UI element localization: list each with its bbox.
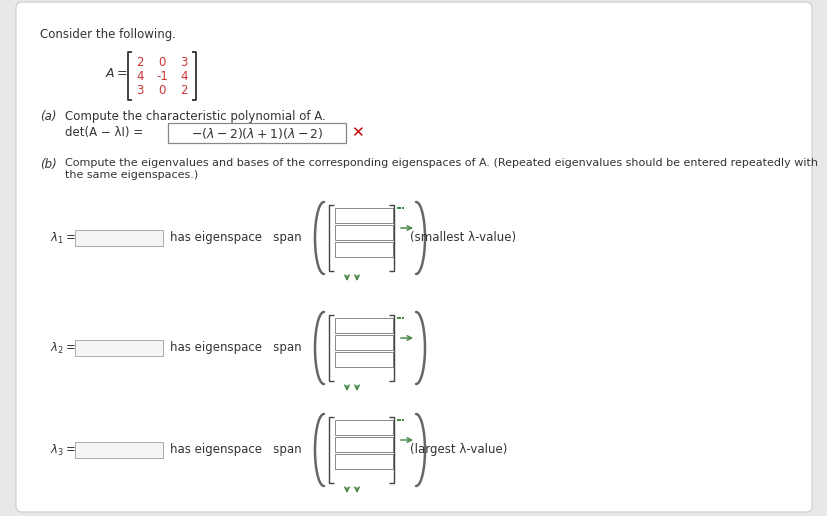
FancyBboxPatch shape xyxy=(168,123,346,143)
Text: $-(\lambda-2)(\lambda+1)(\lambda-2)$: $-(\lambda-2)(\lambda+1)(\lambda-2)$ xyxy=(190,125,323,140)
Text: $\lambda_3 =$: $\lambda_3 =$ xyxy=(50,442,76,458)
Text: has eigenspace   span: has eigenspace span xyxy=(170,342,301,354)
Text: 4: 4 xyxy=(136,70,144,83)
FancyBboxPatch shape xyxy=(335,225,393,240)
Text: 0: 0 xyxy=(158,56,165,69)
Text: $\lambda_1 =$: $\lambda_1 =$ xyxy=(50,231,76,246)
FancyBboxPatch shape xyxy=(335,335,393,350)
FancyBboxPatch shape xyxy=(16,2,811,512)
FancyBboxPatch shape xyxy=(335,242,393,257)
FancyBboxPatch shape xyxy=(75,340,163,356)
Text: 2: 2 xyxy=(180,84,188,96)
FancyBboxPatch shape xyxy=(335,420,393,435)
FancyBboxPatch shape xyxy=(75,230,163,246)
Text: 3: 3 xyxy=(136,84,144,96)
Text: -1: -1 xyxy=(155,70,168,83)
Text: $\lambda_2 =$: $\lambda_2 =$ xyxy=(50,341,76,356)
Text: (a): (a) xyxy=(40,110,56,123)
Text: Consider the following.: Consider the following. xyxy=(40,28,176,41)
Text: (smallest λ-value): (smallest λ-value) xyxy=(409,232,515,245)
Text: 0: 0 xyxy=(158,84,165,96)
Text: ✕: ✕ xyxy=(351,125,363,140)
FancyBboxPatch shape xyxy=(335,208,393,223)
FancyBboxPatch shape xyxy=(75,442,163,458)
FancyBboxPatch shape xyxy=(335,318,393,333)
Text: $A=$: $A=$ xyxy=(105,67,127,79)
Text: det(A − λI) =: det(A − λI) = xyxy=(65,125,143,138)
FancyBboxPatch shape xyxy=(335,437,393,452)
FancyBboxPatch shape xyxy=(335,454,393,469)
Text: (b): (b) xyxy=(40,158,57,171)
Text: Compute the eigenvalues and bases of the corresponding eigenspaces of A. (Repeat: Compute the eigenvalues and bases of the… xyxy=(65,158,817,180)
Text: 4: 4 xyxy=(180,70,188,83)
Text: has eigenspace   span: has eigenspace span xyxy=(170,443,301,457)
FancyBboxPatch shape xyxy=(335,352,393,367)
Text: 2: 2 xyxy=(136,56,144,69)
Text: 3: 3 xyxy=(180,56,188,69)
Text: Compute the characteristic polynomial of A.: Compute the characteristic polynomial of… xyxy=(65,110,325,123)
Text: has eigenspace   span: has eigenspace span xyxy=(170,232,301,245)
Text: (largest λ-value): (largest λ-value) xyxy=(409,443,507,457)
